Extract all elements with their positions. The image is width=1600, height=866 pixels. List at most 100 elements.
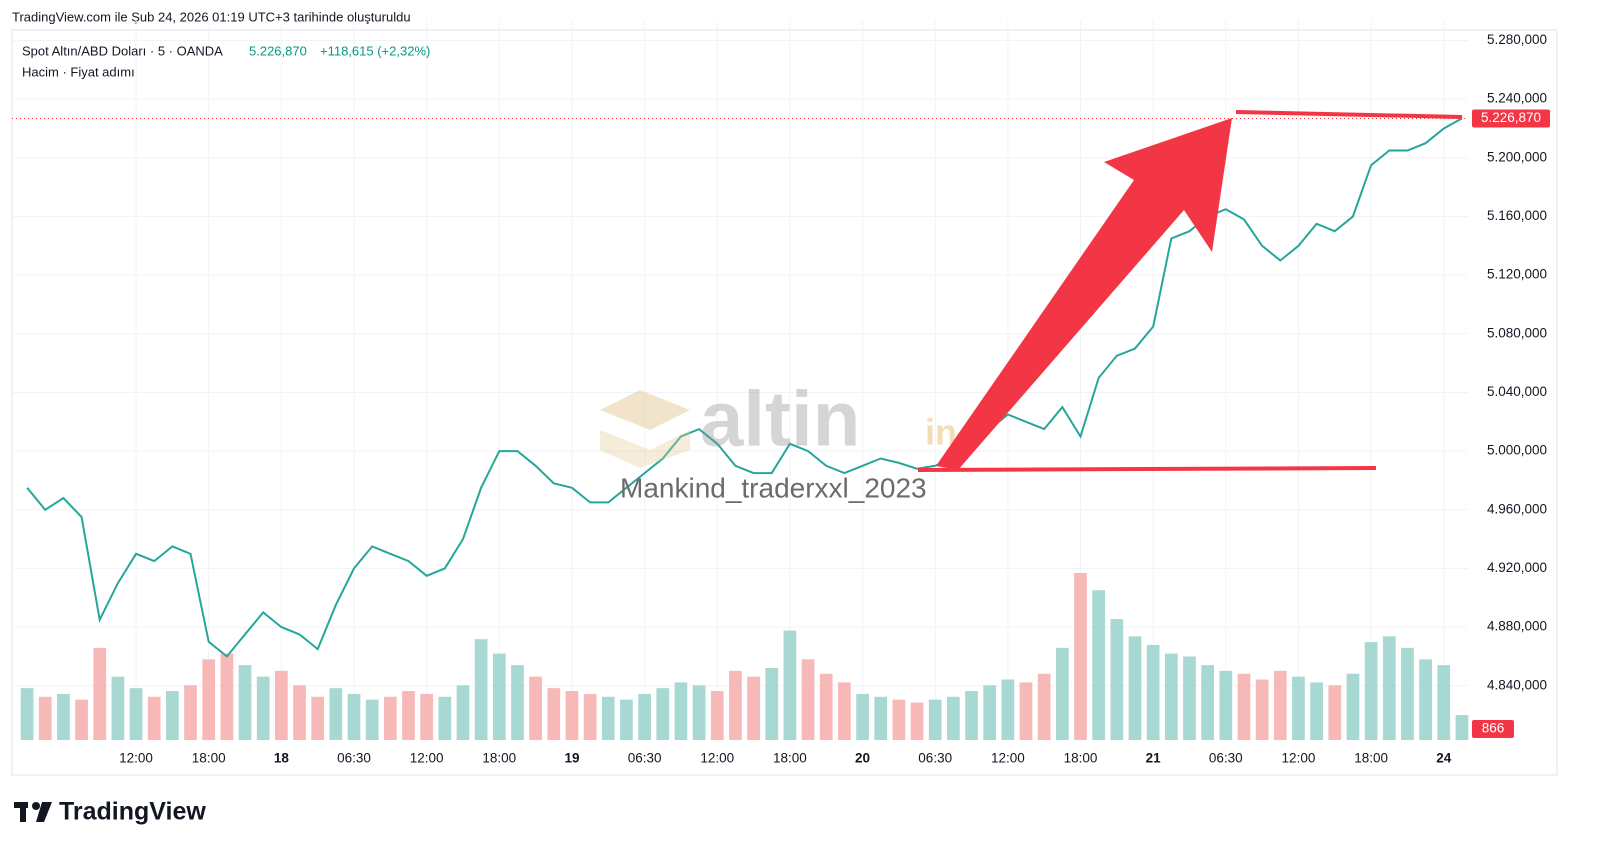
x-tick-label: 06:30 xyxy=(628,751,662,766)
x-tick-label: 12:00 xyxy=(119,751,153,766)
chart-frame xyxy=(11,29,1558,776)
volume-bar xyxy=(692,685,706,740)
last-price-label: 5.226,870 xyxy=(1481,110,1541,125)
volume-bar xyxy=(910,702,924,740)
volume-bar xyxy=(1382,636,1396,740)
volume-bar xyxy=(601,696,615,740)
volume-bar xyxy=(801,659,815,740)
volume-bar xyxy=(420,693,434,740)
y-tick-label: 5.040,000 xyxy=(1487,384,1547,399)
legend-volume: Hacim · Fiyat adımı xyxy=(22,64,135,79)
watermark-logo xyxy=(600,430,690,468)
volume-bar xyxy=(184,685,197,740)
x-tick-label: 12:00 xyxy=(991,751,1025,766)
volume-bar xyxy=(1310,682,1323,740)
volume-bar xyxy=(347,693,361,740)
volume-bar xyxy=(202,659,216,740)
x-tick-label: 21 xyxy=(1146,751,1162,766)
volume-bar xyxy=(819,673,833,740)
legend-symbol: Spot Altın/ABD Doları · 5 · OANDA xyxy=(22,43,223,58)
x-tick-label: 06:30 xyxy=(337,751,371,766)
last-volume-tag xyxy=(1472,720,1514,738)
volume-bar xyxy=(1273,670,1287,740)
x-tick-label: 18:00 xyxy=(482,751,516,766)
volume-bar xyxy=(620,699,633,740)
volume-bar xyxy=(874,696,888,740)
volume-bar xyxy=(1128,636,1142,740)
logo-shape xyxy=(32,802,40,810)
volume-bar xyxy=(474,639,488,740)
plot: 5.280,000 5.240,000 5.200,000 5.160,000 5.12… xyxy=(12,20,1547,766)
x-tick-label: 18:00 xyxy=(1064,751,1098,766)
volume-bar xyxy=(838,682,851,740)
volume-bar xyxy=(311,696,325,740)
volume-bar xyxy=(1092,590,1106,740)
volume-bar xyxy=(1055,647,1069,740)
volume-bar xyxy=(1183,656,1196,740)
volume-bar xyxy=(1419,659,1432,740)
volume-bar xyxy=(166,691,179,740)
volume-bar xyxy=(147,696,161,740)
footer-logo: TradingView xyxy=(14,798,206,826)
volume-bar xyxy=(674,682,688,740)
volume-bar xyxy=(747,676,760,740)
volume-bar xyxy=(75,699,88,740)
volume-bar xyxy=(529,676,542,740)
volume-bar xyxy=(1037,673,1051,740)
price-line xyxy=(26,117,1463,658)
footer-brand: TradingView xyxy=(59,798,206,826)
x-tick-label: 20 xyxy=(855,751,870,766)
volume-bar xyxy=(783,630,797,740)
volume-bar xyxy=(293,685,306,740)
x-tick-label: 24 xyxy=(1436,751,1452,766)
volume-bar xyxy=(983,685,997,740)
last-price-tag xyxy=(1472,109,1550,128)
volume-bar xyxy=(1455,715,1469,740)
volume-bar xyxy=(656,688,670,740)
volume-bar xyxy=(57,693,70,740)
y-tick-label: 4.920,000 xyxy=(1487,560,1547,575)
y-tick-label: 5.200,000 xyxy=(1487,149,1547,164)
volume-bar xyxy=(383,696,397,740)
volume-bar xyxy=(729,670,742,740)
watermark-brand: altin xyxy=(700,375,860,463)
volume-bar xyxy=(1364,642,1378,740)
x-tick-label: 12:00 xyxy=(700,751,734,766)
x-tick-label: 18 xyxy=(274,751,290,766)
volume-bar xyxy=(365,699,379,740)
annotation-arrow xyxy=(936,118,1232,470)
volume-bar xyxy=(965,691,978,740)
volume-bar xyxy=(456,685,470,740)
volume-bar xyxy=(329,688,343,740)
x-tick-label: 18:00 xyxy=(773,751,807,766)
volume-bar xyxy=(274,670,288,740)
volume-bar xyxy=(1219,670,1233,740)
volume-bar xyxy=(638,693,651,740)
volume-bar xyxy=(1346,673,1360,740)
volume-bar xyxy=(1292,676,1305,740)
volume-bar xyxy=(1237,673,1251,740)
volume-bar xyxy=(492,653,506,740)
volume-bar xyxy=(93,647,107,740)
y-tick-label: 5.240,000 xyxy=(1487,91,1547,106)
volume-bar xyxy=(565,691,579,740)
volume-bar xyxy=(1146,644,1160,740)
volume-bar xyxy=(583,693,597,740)
volume-bar xyxy=(111,676,125,740)
logo-shape xyxy=(36,802,52,822)
volume-bar xyxy=(256,676,270,740)
x-tick-label: 18:00 xyxy=(1354,751,1388,766)
watermark-author: Mankind_traderxxl_2023 xyxy=(620,472,927,503)
y-tick-label: 5.000,000 xyxy=(1487,443,1547,458)
y-tick-label: 5.160,000 xyxy=(1487,208,1547,223)
annotation-line xyxy=(917,466,1377,472)
volume-bar xyxy=(1401,647,1414,740)
x-tick-label: 12:00 xyxy=(410,751,444,766)
y-tick-label: 5.080,000 xyxy=(1487,325,1547,340)
volume-bar xyxy=(928,699,942,740)
volume-bar xyxy=(20,688,34,740)
annotation-line xyxy=(1235,110,1463,119)
x-tick-label: 19 xyxy=(564,751,579,766)
volume-bar xyxy=(220,653,234,740)
